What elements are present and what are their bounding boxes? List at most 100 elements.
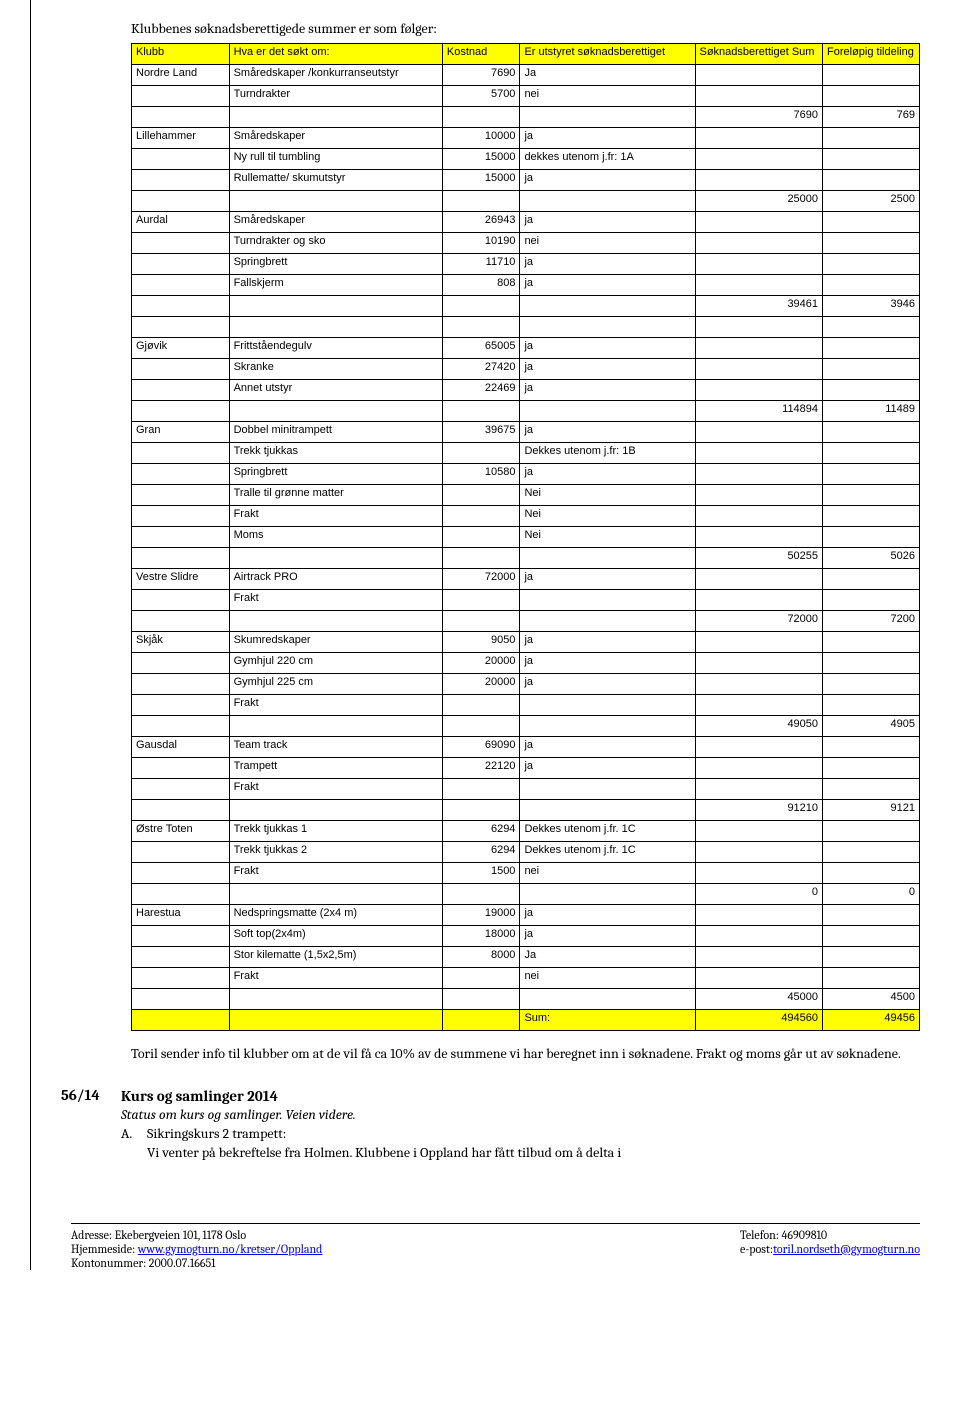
table-cell — [695, 338, 823, 359]
table-row: Vestre SlidreAirtrack PRO72000ja — [132, 569, 920, 590]
table-cell: 9050 — [442, 632, 520, 653]
table-cell — [695, 968, 823, 989]
table-cell: Soft top(2x4m) — [229, 926, 442, 947]
table-cell — [442, 716, 520, 737]
table-cell — [695, 527, 823, 548]
table-cell — [695, 422, 823, 443]
table-cell: ja — [520, 275, 695, 296]
table-cell — [823, 338, 920, 359]
table-cell: 10580 — [442, 464, 520, 485]
table-cell — [132, 842, 230, 863]
table-cell: dekkes utenom j.fr: 1A — [520, 149, 695, 170]
table-cell: ja — [520, 905, 695, 926]
table-cell — [520, 191, 695, 212]
table-row: Frakt1500nei — [132, 863, 920, 884]
table-row: Frakt — [132, 590, 920, 611]
table-cell — [823, 737, 920, 758]
table-cell: Springbrett — [229, 464, 442, 485]
table-cell: 26943 — [442, 212, 520, 233]
table-row: Frakt — [132, 695, 920, 716]
table-cell — [695, 380, 823, 401]
table-cell: 11710 — [442, 254, 520, 275]
table-cell — [132, 359, 230, 380]
footer-account: Kontonummer: 2000.07.16651 — [71, 1256, 322, 1270]
table-cell — [520, 590, 695, 611]
table-cell: Stor kilematte (1,5x2,5m) — [229, 947, 442, 968]
table-cell — [823, 653, 920, 674]
table-cell — [823, 926, 920, 947]
table-cell — [823, 779, 920, 800]
table-cell — [823, 695, 920, 716]
table-cell — [823, 359, 920, 380]
table-cell — [132, 611, 230, 632]
table-cell: Småredskaper — [229, 212, 442, 233]
table-cell: Nei — [520, 527, 695, 548]
table-cell: Gymhjul 220 cm — [229, 653, 442, 674]
table-cell — [823, 758, 920, 779]
table-row: GranDobbel minitrampett39675ja — [132, 422, 920, 443]
table-cell: Harestua — [132, 905, 230, 926]
table-cell — [229, 107, 442, 128]
table-cell: Gausdal — [132, 737, 230, 758]
table-cell — [695, 779, 823, 800]
table-row: 11489411489 — [132, 401, 920, 422]
table-cell: Annet utstyr — [229, 380, 442, 401]
table-cell — [132, 695, 230, 716]
table-cell — [695, 65, 823, 86]
table-cell — [520, 716, 695, 737]
table-row: 00 — [132, 884, 920, 905]
table-cell: 7690 — [442, 65, 520, 86]
table-cell: ja — [520, 254, 695, 275]
table-cell: Skjåk — [132, 632, 230, 653]
table-cell: 65005 — [442, 338, 520, 359]
table-cell — [823, 254, 920, 275]
table-cell: ja — [520, 653, 695, 674]
table-cell — [442, 779, 520, 800]
table-cell — [132, 926, 230, 947]
table-cell — [442, 296, 520, 317]
table-cell — [520, 695, 695, 716]
table-cell: Frakt — [229, 695, 442, 716]
table-cell: Frakt — [229, 779, 442, 800]
table-cell: 769 — [823, 107, 920, 128]
table-cell: 49456 — [823, 1010, 920, 1031]
table-cell — [442, 506, 520, 527]
table-cell — [442, 107, 520, 128]
table-cell: ja — [520, 338, 695, 359]
table-cell — [132, 443, 230, 464]
table-cell — [695, 863, 823, 884]
table-cell — [442, 401, 520, 422]
footer-email-link[interactable]: toril.nordseth@gymogturn.no — [773, 1242, 920, 1256]
table-cell — [229, 611, 442, 632]
hdr-kostnad: Kostnad — [442, 44, 520, 65]
table-cell: 7690 — [695, 107, 823, 128]
table-cell — [823, 905, 920, 926]
table-row: 394613946 — [132, 296, 920, 317]
footer-homepage-label: Hjemmeside: — [71, 1242, 138, 1256]
table-cell: 20000 — [442, 653, 520, 674]
table-cell — [823, 422, 920, 443]
table-cell: ja — [520, 632, 695, 653]
table-cell — [132, 674, 230, 695]
table-cell — [695, 821, 823, 842]
table-cell: 69090 — [442, 737, 520, 758]
table-row: Nordre LandSmåredskaper /konkurranseutst… — [132, 65, 920, 86]
table-cell — [823, 212, 920, 233]
table-cell — [132, 968, 230, 989]
table-cell: 3946 — [823, 296, 920, 317]
table-cell: ja — [520, 464, 695, 485]
table-cell: Skumredskaper — [229, 632, 442, 653]
table-cell — [229, 1010, 442, 1031]
table-cell — [132, 380, 230, 401]
table-cell — [442, 611, 520, 632]
table-cell — [823, 842, 920, 863]
section-subtitle: Status om kurs og samlinger. Veien vider… — [121, 1106, 621, 1125]
footer-homepage-link[interactable]: www.gymogturn.no/kretser/Oppland — [138, 1242, 323, 1256]
table-row: Fallskjerm808ja — [132, 275, 920, 296]
table-cell — [823, 632, 920, 653]
table-cell: ja — [520, 674, 695, 695]
table-row: GausdalTeam track69090ja — [132, 737, 920, 758]
table-cell — [229, 548, 442, 569]
table-cell: 39461 — [695, 296, 823, 317]
table-cell — [823, 485, 920, 506]
